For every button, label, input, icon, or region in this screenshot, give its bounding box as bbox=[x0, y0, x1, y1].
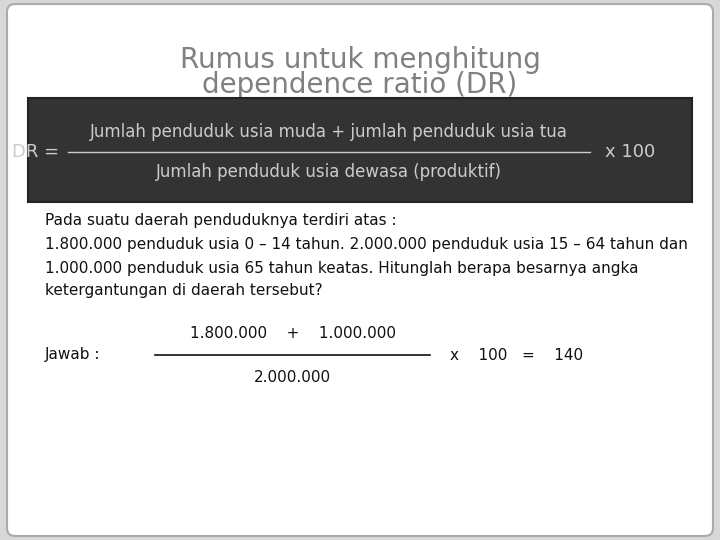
Text: Jawab :: Jawab : bbox=[45, 348, 101, 362]
Text: 1.800.000    +    1.000.000: 1.800.000 + 1.000.000 bbox=[189, 326, 395, 341]
FancyBboxPatch shape bbox=[28, 98, 692, 202]
Text: Pada suatu daerah penduduknya terdiri atas :: Pada suatu daerah penduduknya terdiri at… bbox=[45, 213, 397, 227]
Text: DR =: DR = bbox=[12, 143, 65, 161]
Text: dependence ratio (DR): dependence ratio (DR) bbox=[202, 71, 518, 99]
Text: 1.000.000 penduduk usia 65 tahun keatas. Hitunglah berapa besarnya angka: 1.000.000 penduduk usia 65 tahun keatas.… bbox=[45, 260, 639, 275]
Text: x    100   =    140: x 100 = 140 bbox=[450, 348, 583, 362]
Text: 1.800.000 penduduk usia 0 – 14 tahun. 2.000.000 penduduk usia 15 – 64 tahun dan: 1.800.000 penduduk usia 0 – 14 tahun. 2.… bbox=[45, 238, 688, 253]
Text: Jumlah penduduk usia dewasa (produktif): Jumlah penduduk usia dewasa (produktif) bbox=[156, 163, 502, 181]
Text: Jumlah penduduk usia muda + jumlah penduduk usia tua: Jumlah penduduk usia muda + jumlah pendu… bbox=[90, 123, 568, 141]
Text: x 100: x 100 bbox=[605, 143, 655, 161]
Text: Rumus untuk menghitung: Rumus untuk menghitung bbox=[179, 46, 541, 74]
Text: 2.000.000: 2.000.000 bbox=[254, 369, 331, 384]
Text: ketergantungan di daerah tersebut?: ketergantungan di daerah tersebut? bbox=[45, 282, 323, 298]
FancyBboxPatch shape bbox=[7, 4, 713, 536]
